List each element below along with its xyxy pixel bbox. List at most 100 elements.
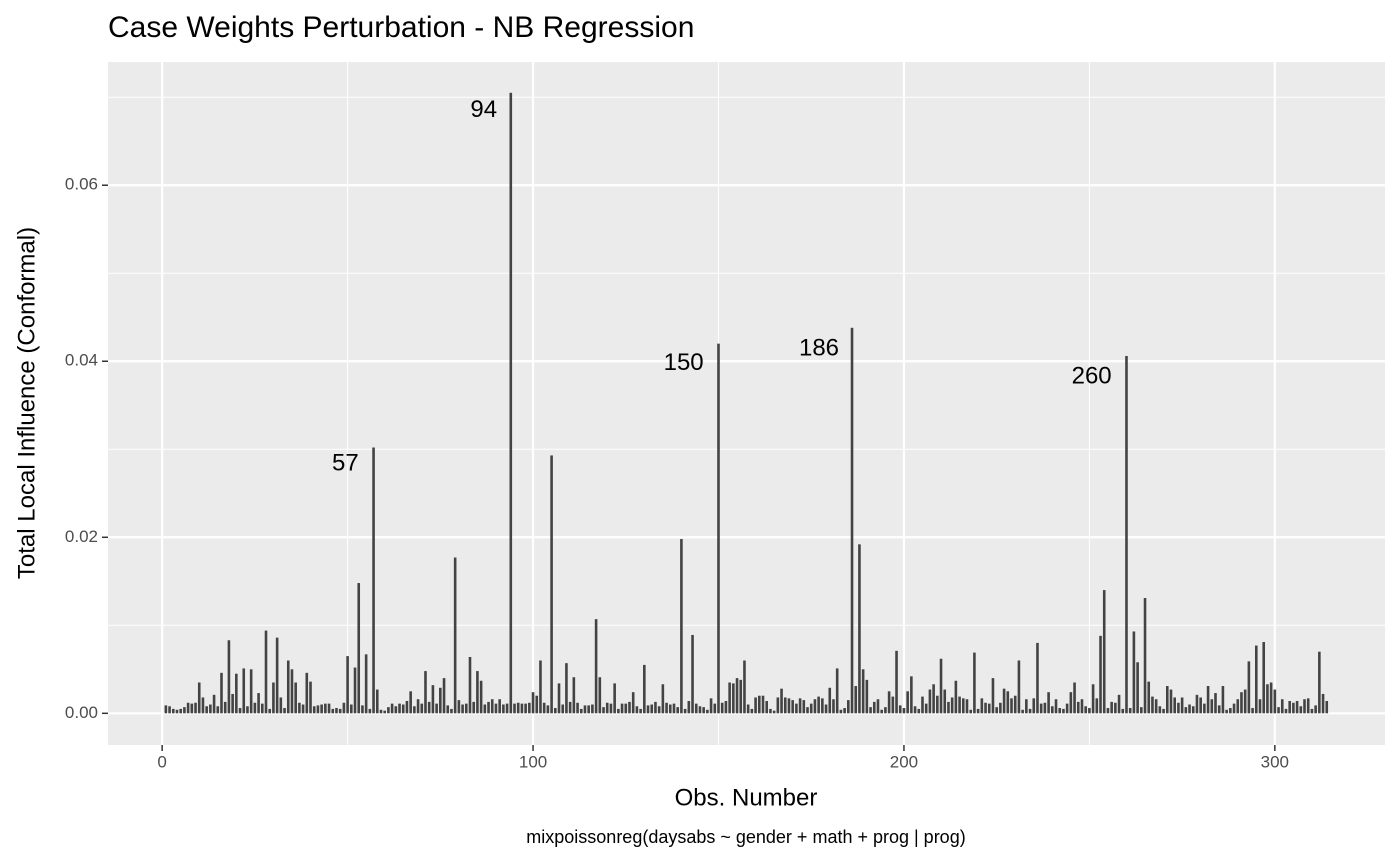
- annotation: 57: [332, 450, 359, 477]
- bar: [1054, 699, 1058, 714]
- bar: [650, 704, 654, 714]
- bar: [858, 544, 861, 714]
- bar: [743, 660, 746, 714]
- bar: [1277, 707, 1280, 714]
- bar: [761, 695, 765, 714]
- panel: [108, 62, 1385, 745]
- bar: [780, 688, 783, 714]
- bar: [249, 669, 253, 714]
- bar: [757, 695, 761, 714]
- bar: [197, 682, 201, 714]
- bar: [461, 704, 464, 714]
- bar: [383, 710, 386, 714]
- bar: [220, 672, 223, 714]
- bar: [420, 703, 424, 714]
- bar: [1165, 686, 1169, 714]
- bar: [772, 710, 776, 714]
- bar: [791, 700, 794, 714]
- bar: [464, 703, 468, 714]
- bar: [1262, 642, 1266, 714]
- bar: [450, 708, 453, 714]
- x-tick-label: 200: [890, 752, 918, 771]
- bar: [442, 678, 446, 714]
- bar: [872, 701, 876, 714]
- bar: [802, 700, 806, 714]
- bar: [902, 708, 906, 714]
- bar: [657, 706, 661, 714]
- bar: [1184, 707, 1188, 714]
- bar: [1032, 698, 1036, 714]
- bar: [594, 619, 598, 714]
- bar: [583, 705, 587, 714]
- bar: [1221, 686, 1225, 714]
- bar: [609, 703, 613, 714]
- bar: [798, 698, 802, 714]
- bar: [283, 708, 286, 714]
- bar: [171, 708, 175, 714]
- bar: [724, 700, 728, 714]
- bar: [405, 700, 409, 714]
- bar: [1043, 702, 1047, 714]
- bar: [424, 671, 427, 714]
- bar: [554, 708, 557, 714]
- bar: [1173, 697, 1176, 714]
- bar: [687, 700, 691, 714]
- bar: [1025, 699, 1028, 714]
- bar: [1154, 699, 1158, 714]
- bar: [1039, 703, 1043, 714]
- bar: [1247, 661, 1251, 714]
- bar: [665, 702, 668, 714]
- bar: [921, 696, 924, 714]
- y-tick-label: 0.00: [65, 703, 98, 722]
- annotation: 260: [1072, 362, 1112, 389]
- bar: [190, 703, 194, 714]
- bar: [1232, 703, 1236, 714]
- bar: [865, 679, 869, 714]
- bar: [591, 704, 594, 714]
- bar: [1195, 694, 1199, 714]
- bar: [828, 687, 832, 714]
- bar: [246, 706, 249, 714]
- bar: [698, 706, 702, 714]
- bar: [1076, 701, 1080, 714]
- bar: [257, 693, 260, 714]
- bar: [398, 703, 401, 714]
- bar: [205, 706, 208, 714]
- bar: [1255, 645, 1258, 714]
- bar: [409, 691, 412, 714]
- bar: [1102, 590, 1106, 714]
- bar: [272, 682, 275, 714]
- annotation: 94: [470, 96, 497, 123]
- bar: [958, 696, 961, 714]
- bar: [739, 679, 743, 714]
- bar: [301, 704, 305, 714]
- bar: [1251, 708, 1254, 714]
- bar: [1318, 651, 1321, 714]
- bar: [924, 703, 928, 714]
- bar: [353, 667, 357, 714]
- bar: [987, 703, 991, 714]
- bar: [1002, 688, 1006, 714]
- bar: [390, 703, 394, 714]
- bar: [164, 705, 168, 714]
- bar: [1243, 689, 1247, 714]
- bar: [602, 707, 605, 714]
- bar: [327, 703, 331, 714]
- bar: [490, 699, 494, 714]
- bar: [1203, 703, 1206, 714]
- bar: [884, 707, 887, 714]
- bar: [183, 707, 186, 714]
- y-axis-label: Total Local Influence (Conformal): [13, 227, 40, 579]
- bar: [628, 701, 631, 714]
- bar: [557, 683, 561, 714]
- bar: [1013, 695, 1017, 714]
- bar: [1143, 598, 1147, 714]
- bar: [516, 702, 520, 714]
- bar: [275, 637, 279, 714]
- bar: [1288, 700, 1291, 714]
- y-tick-label: 0.02: [65, 527, 98, 546]
- bar: [1099, 635, 1102, 714]
- bar: [813, 699, 817, 714]
- bar: [624, 703, 628, 714]
- bar: [387, 707, 390, 714]
